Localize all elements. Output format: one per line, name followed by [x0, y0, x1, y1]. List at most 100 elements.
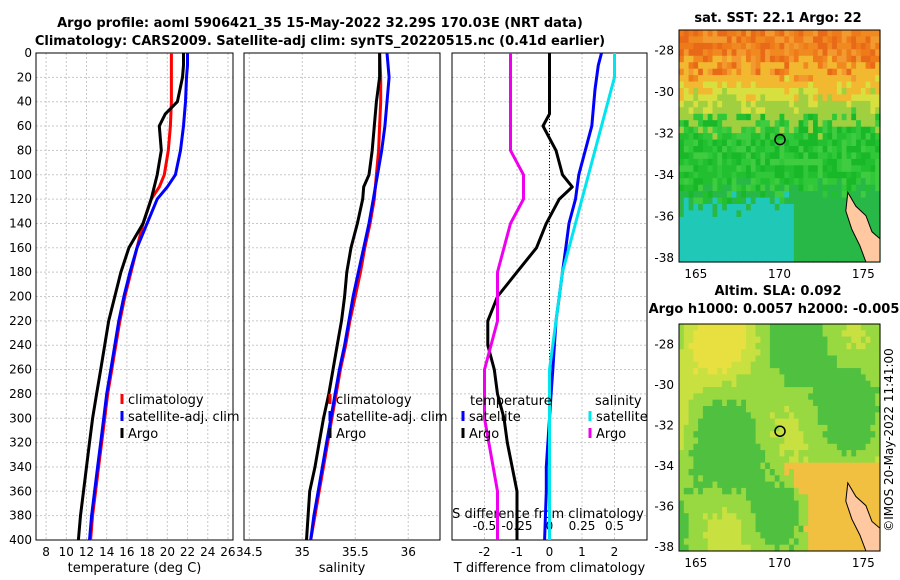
map-cell: [813, 171, 819, 179]
map-cell: [836, 30, 843, 37]
map-cell: [683, 236, 690, 244]
map-cell: [683, 133, 690, 141]
map-cell: [746, 62, 752, 70]
map-cell: [679, 204, 685, 211]
map-cell: [702, 107, 709, 115]
map-cell: [832, 36, 838, 44]
map-cell: [765, 450, 771, 457]
map-cell: [736, 88, 742, 95]
map-cell: [774, 107, 781, 115]
map-cell: [798, 210, 804, 218]
map-cell: [683, 36, 690, 44]
map-cell: [827, 324, 833, 331]
map-cell: [784, 368, 790, 375]
map-cell: [817, 424, 824, 432]
map-cell: [741, 249, 747, 257]
map-cell: [817, 475, 824, 483]
map-cell: [722, 513, 728, 521]
map-cell: [726, 197, 733, 205]
map-cell: [846, 49, 852, 57]
map-cell: [731, 158, 737, 166]
map-cell: [693, 107, 699, 115]
map-cell: [698, 68, 704, 76]
map-cell: [698, 242, 704, 250]
map-cell: [712, 255, 718, 263]
map-cell: [793, 374, 800, 382]
map-cell: [750, 406, 757, 413]
map-cell: [765, 519, 771, 527]
map-cell: [693, 481, 699, 489]
map-cell: [769, 500, 776, 508]
map-cell: [793, 62, 800, 70]
map-cell: [813, 462, 819, 470]
map-cell: [769, 113, 776, 121]
map-cell: [793, 500, 800, 508]
map-cell: [693, 374, 699, 382]
map-cell: [784, 374, 790, 382]
map-cell: [679, 469, 685, 476]
map-cell: [836, 538, 843, 546]
map-cell: [688, 204, 694, 211]
map-cell: [789, 513, 795, 521]
map-cell: [741, 456, 747, 464]
map-cell: [774, 380, 781, 388]
map-cell: [793, 487, 800, 495]
map-cell: [817, 330, 824, 338]
map-cell: [688, 88, 694, 95]
map-cell: [827, 374, 833, 382]
map-cell: [836, 107, 843, 115]
map-cell: [698, 494, 704, 502]
map-cell: [722, 462, 728, 470]
map-cell: [784, 418, 790, 426]
map-cell: [827, 30, 833, 37]
map-cell: [836, 75, 843, 83]
map-cell: [755, 68, 761, 76]
map-cell: [856, 487, 862, 495]
map-cell: [875, 355, 881, 363]
map-cell: [683, 171, 690, 179]
map-cell: [712, 355, 718, 363]
map-cell: [707, 368, 714, 375]
map-cell: [822, 126, 828, 134]
map-cell: [693, 36, 699, 44]
map-cell: [851, 544, 857, 552]
map-cell: [750, 380, 757, 388]
map-cell: [779, 81, 785, 89]
map-cell: [736, 525, 742, 533]
map-cell: [851, 126, 857, 134]
map-cell: [765, 191, 771, 199]
map-cell: [750, 197, 757, 205]
map-cell: [798, 532, 804, 539]
map-cell: [784, 30, 790, 37]
map-cell: [784, 355, 790, 363]
map-cell: [870, 380, 876, 388]
map-cell: [726, 393, 733, 401]
map-cell: [779, 126, 785, 134]
map-cell: [774, 330, 781, 338]
map-cell: [774, 62, 781, 70]
map-cell: [755, 184, 761, 192]
map-cell: [836, 532, 843, 539]
map-cell: [679, 223, 685, 231]
map-cell: [808, 94, 814, 102]
map-cell: [717, 236, 723, 244]
map-cell: [784, 139, 790, 147]
map-cell: [813, 330, 819, 338]
map-cell: [875, 165, 881, 173]
map-cell: [679, 431, 685, 439]
map-cell: [793, 355, 800, 363]
map-cell: [817, 494, 824, 502]
map-cell: [822, 475, 828, 483]
map-cell: [779, 506, 785, 514]
sla-map-title-2: Argo h1000: 0.0057 h2000: -0.005: [649, 302, 900, 317]
map-cell: [841, 525, 848, 533]
map-cell: [856, 171, 862, 179]
map-cell: [726, 100, 733, 108]
map-cell: [813, 158, 819, 166]
map-cell: [683, 139, 690, 147]
map-cell: [856, 418, 862, 426]
map-cell: [726, 68, 733, 76]
map-cell: [817, 100, 824, 108]
map-cell: [827, 487, 833, 495]
map-cell: [741, 487, 747, 495]
